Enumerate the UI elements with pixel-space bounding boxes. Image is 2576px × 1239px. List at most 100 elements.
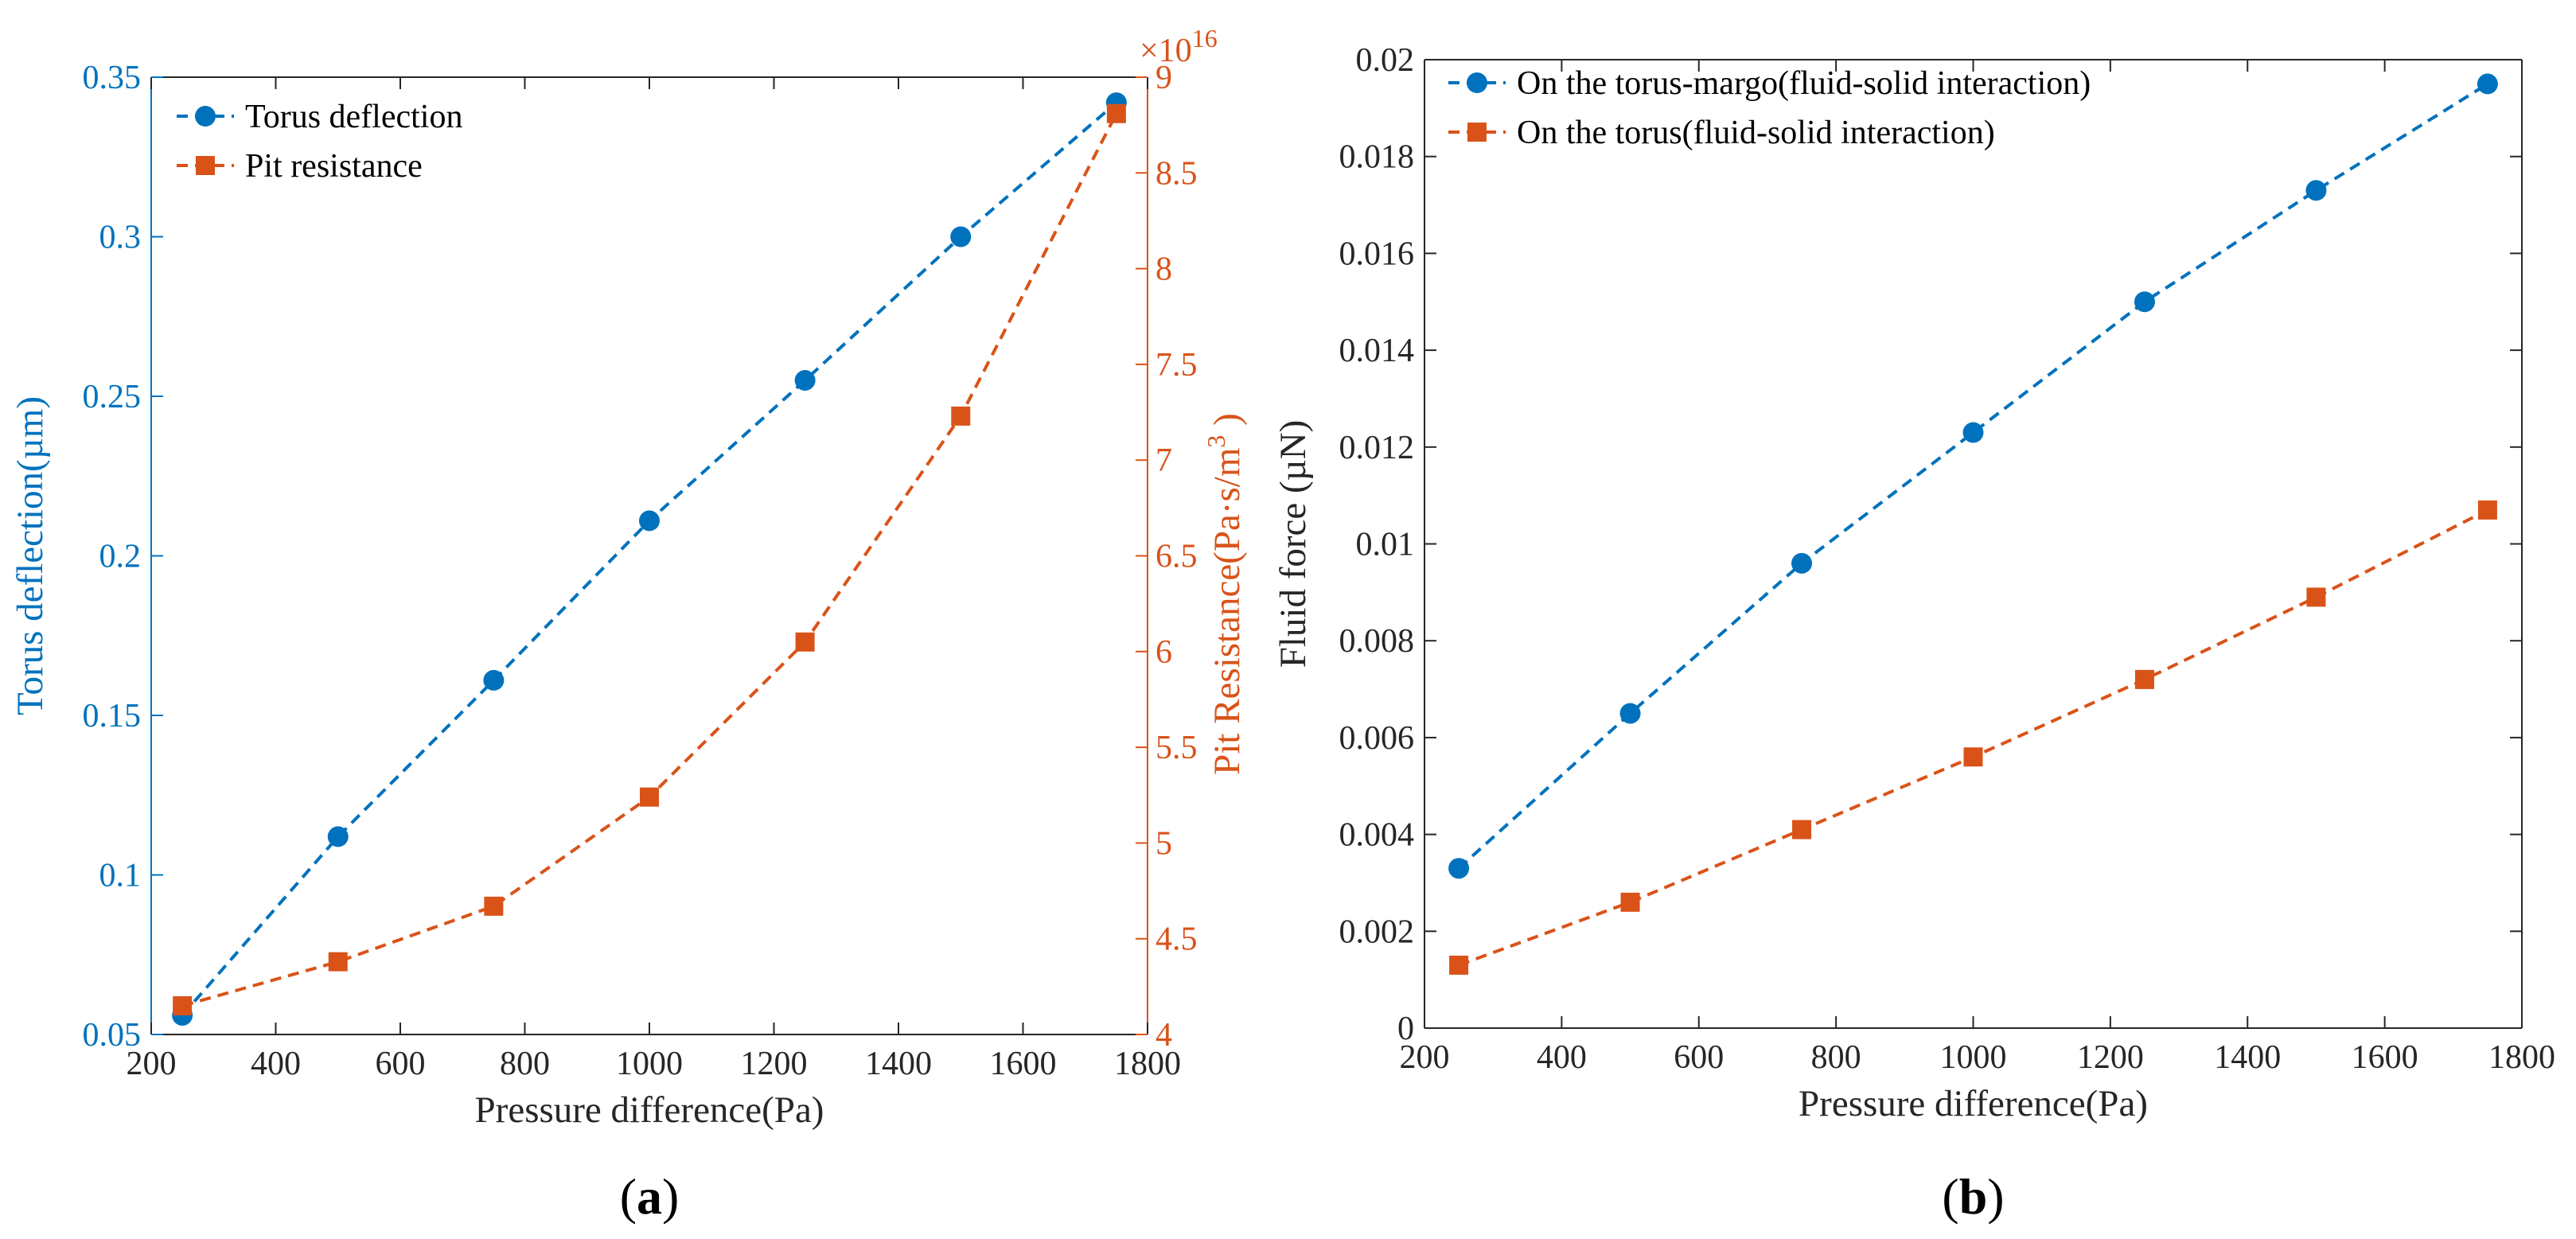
panel-label-letter: a (637, 1168, 662, 1225)
y2-tick-label: 8 (1155, 251, 1172, 288)
series-1-point (327, 826, 349, 847)
series-2-point (2477, 500, 2497, 520)
series-2-point (1449, 955, 1469, 975)
y2-tick-label: 7 (1155, 442, 1172, 479)
x-tick-label: 400 (251, 1046, 301, 1082)
x-tick-label: 600 (1674, 1039, 1724, 1076)
x-tick-label: 1800 (1114, 1046, 1181, 1082)
chart-a: 200 400 600 800 1000 1200 1400 1600 1800 0.05 0.1 0… (10, 24, 1248, 1225)
series-1-point (950, 226, 972, 247)
legend-entry-2: On the torus(fluid-solid interaction) (1517, 115, 1995, 151)
series-1-point (1791, 552, 1813, 574)
y-tick-label: 0.15 (83, 698, 142, 734)
chart-b: 200 400 600 800 1000 1200 1400 1600 1800 0 0.002 0.… (1272, 42, 2555, 1225)
series-1-point (1962, 422, 1984, 443)
y-axis-label: Fluid force (µN) (1272, 420, 1314, 668)
x-tick-label: 200 (1400, 1039, 1450, 1076)
panel-label-open: ( (620, 1168, 637, 1225)
y-tick-label: 0.01 (1356, 527, 1415, 563)
y2-axis-label-text: Pit Resistance(Pa·s/m (1206, 448, 1248, 775)
y2-tick-label: 6.5 (1155, 539, 1198, 575)
x-axis-label: Pressure difference(Pa) (475, 1089, 824, 1131)
series-1-point (483, 669, 505, 691)
y-tick-label: 0.018 (1339, 139, 1415, 176)
series-1-point (2305, 180, 2327, 201)
series-1-point (639, 510, 660, 532)
y2-axis-label-end: ) (1206, 413, 1248, 434)
series-2-point (1620, 892, 1640, 912)
series-2-point (484, 896, 504, 916)
series-2-point (1106, 103, 1126, 123)
legend-marker-1 (1467, 72, 1487, 93)
y2-tick-label: 5.5 (1155, 730, 1198, 766)
series-2-point (2306, 587, 2326, 607)
y2-multiplier-base: ×10 (1140, 33, 1192, 69)
y2-tick-label: 7.5 (1155, 347, 1198, 384)
y2-tick-label: 6 (1155, 634, 1172, 671)
series-1-point (2477, 73, 2498, 95)
x-tick-label: 800 (500, 1046, 550, 1082)
y-tick-label: 0.2 (99, 539, 142, 575)
y2-axis-label: Pit Resistance(Pa·s/m3 ) (1202, 413, 1248, 775)
series-2-point (173, 995, 193, 1015)
panel-label-close: ) (662, 1168, 679, 1225)
y-tick-label: 0.02 (1356, 42, 1415, 79)
y-axis-label: Torus deflection(µm) (10, 396, 51, 715)
y-tick-label: 0.016 (1339, 236, 1415, 272)
series-2-point (328, 952, 348, 972)
series-2-point (640, 787, 659, 807)
y2-multiplier-exponent: 16 (1192, 24, 1218, 53)
y-tick-label: 0.004 (1339, 817, 1415, 854)
y2-tick-label: 9 (1155, 60, 1172, 96)
series-2-point (795, 632, 815, 652)
legend-entry-1: Torus deflection (245, 99, 462, 135)
series-2-point (1963, 747, 1983, 767)
x-tick-label: 1200 (741, 1046, 808, 1082)
panel-label: (b) (1942, 1168, 2004, 1225)
y2-multiplier: ×1016 (1140, 24, 1218, 69)
series-1-point (2134, 291, 2155, 313)
x-tick-label: 1000 (1940, 1039, 2007, 1076)
series-1-point (794, 369, 816, 391)
panel-label: (a) (620, 1168, 680, 1225)
panel-label-close: ) (1987, 1168, 2004, 1225)
x-tick-label: 400 (1537, 1039, 1587, 1076)
legend-marker-2 (1467, 123, 1487, 142)
legend-marker-1 (195, 106, 216, 127)
x-tick-label: 600 (376, 1046, 426, 1082)
x-tick-label: 1400 (2214, 1039, 2281, 1076)
x-tick-label: 1600 (990, 1046, 1057, 1082)
y-tick-label: 0.1 (99, 858, 142, 894)
x-tick-label: 800 (1811, 1039, 1861, 1076)
panel-label-open: ( (1942, 1168, 1958, 1225)
x-tick-label: 1800 (2488, 1039, 2555, 1076)
y-tick-label: 0.05 (83, 1017, 142, 1054)
y-tick-label: 0 (1397, 1011, 1414, 1047)
y-tick-label: 0.008 (1339, 623, 1415, 660)
y-tick-label: 0.3 (99, 220, 142, 256)
y2-tick-label: 8.5 (1155, 155, 1198, 192)
y-tick-label: 0.006 (1339, 720, 1415, 757)
y-tick-label: 0.35 (83, 60, 142, 96)
y2-tick-label: 4 (1155, 1017, 1172, 1054)
x-tick-label: 1000 (616, 1046, 683, 1082)
x-tick-label: 200 (127, 1046, 177, 1082)
y-tick-label: 0.002 (1339, 914, 1415, 950)
y-tick-label: 0.25 (83, 379, 142, 415)
x-tick-label: 1600 (2352, 1039, 2418, 1076)
y2-tick-label: 4.5 (1155, 921, 1198, 958)
y-tick-label: 0.014 (1339, 333, 1415, 369)
x-tick-label: 1200 (2077, 1039, 2144, 1076)
panel-label-letter: b (1959, 1168, 1988, 1225)
series-2-point (1792, 820, 1812, 840)
series-1-point (1619, 703, 1641, 724)
series-2-point (951, 406, 971, 426)
x-axis-label: Pressure difference(Pa) (1799, 1083, 2148, 1124)
x-tick-label: 1400 (865, 1046, 932, 1082)
y2-tick-label: 5 (1155, 825, 1172, 862)
y2-axis-label-superscript: 3 (1202, 435, 1230, 448)
legend-entry-1: On the torus-margo(fluid-solid interacti… (1517, 65, 2091, 102)
legend-entry-2: Pit resistance (245, 148, 423, 185)
